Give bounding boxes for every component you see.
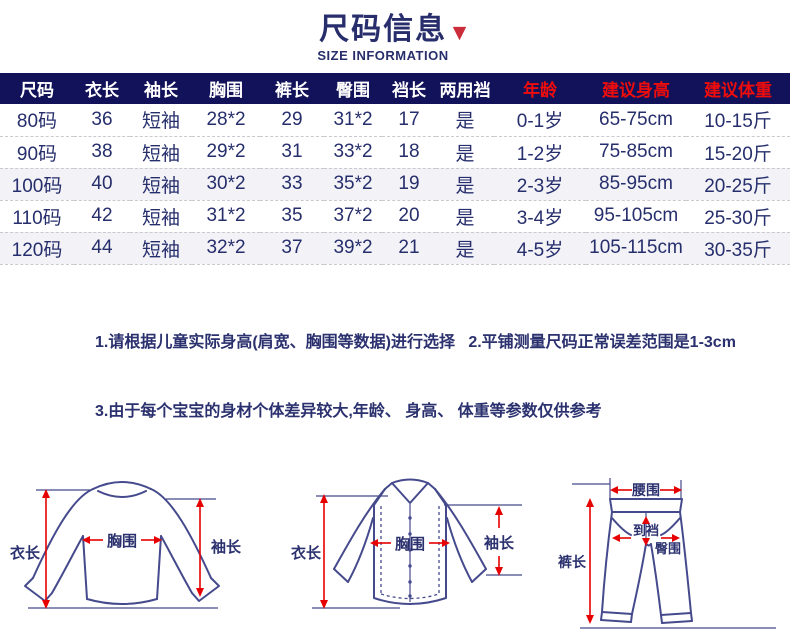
table-cell: 19 <box>382 168 436 201</box>
table-cell: 40 <box>74 168 130 201</box>
waist-arrow <box>610 485 682 494</box>
shirt-sleeve-label: 袖长 <box>484 534 515 552</box>
pants-diagram: 腰围 到裆 臀围 裤长 <box>558 477 776 629</box>
header-cell-chest: 胸围 <box>209 81 243 100</box>
shirt-chest-label: 胸围 <box>395 535 425 553</box>
table-cell: 3-4岁 <box>494 200 586 233</box>
header-cell-size: 尺码 <box>20 81 54 100</box>
table-cell: 17 <box>382 104 436 137</box>
size-table: 尺码 衣长 袖长 胸围 裤长 臀围 裆长 两用裆 年龄 建议身高 建议体重 80… <box>0 73 790 265</box>
page-title: 尺码信息 ▼ SIZE INFORMATION <box>0 0 790 63</box>
sweater-length-label: 衣长 <box>10 544 41 562</box>
table-cell: 90码 <box>0 136 74 169</box>
pants-hip-label: 臀围 <box>655 541 681 556</box>
header-row: 尺码 衣长 袖长 胸围 裤长 臀围 裆长 两用裆 年龄 建议身高 建议体重 <box>0 73 790 104</box>
table-cell: 10-15斤 <box>686 104 790 137</box>
table-cell: 2-3岁 <box>494 168 586 201</box>
shirt-diagram: 衣长 胸围 袖长 <box>291 478 522 609</box>
table-cell: 短袖 <box>130 104 192 137</box>
header-cell-suggested-height: 建议身高 <box>602 81 670 100</box>
table-cell: 短袖 <box>130 168 192 201</box>
table-cell: 4-5岁 <box>494 232 586 265</box>
table-row: 100码 40 短袖 30*2 33 35*2 19 是 2-3岁 85-95c… <box>0 168 790 201</box>
table-cell: 33 <box>260 168 324 201</box>
shirt-length-label: 衣长 <box>291 544 322 562</box>
table-cell: 28*2 <box>192 104 260 137</box>
header-cell-age: 年龄 <box>523 81 557 100</box>
table-cell: 38 <box>74 136 130 169</box>
length-arrow <box>42 488 50 609</box>
table-cell: 80码 <box>0 104 74 137</box>
header-cell-dual-crotch: 两用裆 <box>439 81 491 100</box>
table-cell: 35 <box>260 200 324 233</box>
table-cell: 是 <box>436 200 494 233</box>
table-cell: 95-105cm <box>586 200 686 233</box>
table-cell: 110码 <box>0 200 74 233</box>
table-cell: 25-30斤 <box>686 200 790 233</box>
table-cell: 85-95cm <box>586 168 686 201</box>
length-arrow <box>320 493 328 609</box>
table-cell: 30-35斤 <box>686 232 790 265</box>
table-cell: 短袖 <box>130 136 192 169</box>
table-cell: 120码 <box>0 232 74 265</box>
table-cell: 是 <box>436 136 494 169</box>
table-cell: 44 <box>74 232 130 265</box>
header-cell-pants-length: 裤长 <box>275 81 309 100</box>
table-cell: 100码 <box>0 168 74 201</box>
table-cell: 75-85cm <box>586 136 686 169</box>
table-row: 120码 44 短袖 32*2 37 39*2 21 是 4-5岁 105-11… <box>0 232 790 265</box>
table-cell: 31 <box>260 136 324 169</box>
table-row: 80码 36 短袖 28*2 29 31*2 17 是 0-1岁 65-75cm… <box>0 104 790 137</box>
table-cell: 65-75cm <box>586 104 686 137</box>
measurement-diagrams: 衣长 胸围 袖长 <box>0 472 790 630</box>
table-cell: 20-25斤 <box>686 168 790 201</box>
table-cell: 31*2 <box>324 104 382 137</box>
table-row: 110码 42 短袖 31*2 35 37*2 20 是 3-4岁 95-105… <box>0 200 790 233</box>
table-cell: 37*2 <box>324 200 382 233</box>
table-cell: 15-20斤 <box>686 136 790 169</box>
pants-waist-label: 腰围 <box>631 482 660 498</box>
table-cell: 是 <box>436 168 494 201</box>
page-title-cn: 尺码信息 <box>319 13 448 46</box>
table-row: 90码 38 短袖 29*2 31 33*2 18 是 1-2岁 75-85cm… <box>0 136 790 169</box>
table-cell: 37 <box>260 232 324 265</box>
red-triangle-icon: ▼ <box>448 19 471 45</box>
table-cell: 20 <box>382 200 436 233</box>
table-cell: 29*2 <box>192 136 260 169</box>
table-cell: 是 <box>436 232 494 265</box>
table-cell: 39*2 <box>324 232 382 265</box>
table-cell: 是 <box>436 104 494 137</box>
table-cell: 1-2岁 <box>494 136 586 169</box>
table-cell: 33*2 <box>324 136 382 169</box>
table-cell: 短袖 <box>130 232 192 265</box>
table-cell: 30*2 <box>192 168 260 201</box>
notes: 1.请根据儿童实际身高(肩宽、胸围等数据)进行选择 2.平铺测量尺码正常误差范围… <box>0 285 790 469</box>
table-cell: 短袖 <box>130 200 192 233</box>
table-cell: 31*2 <box>192 200 260 233</box>
sweater-chest-label: 胸围 <box>107 532 137 550</box>
header-cell-sleeve-length: 袖长 <box>144 81 178 100</box>
header-cell-hip: 臀围 <box>336 81 370 100</box>
header-cell-crotch-length: 裆长 <box>392 81 426 100</box>
table-cell: 36 <box>74 104 130 137</box>
page-title-en: SIZE INFORMATION <box>317 48 449 63</box>
table-cell: 21 <box>382 232 436 265</box>
header-cell-suggested-weight: 建议体重 <box>704 81 772 100</box>
table-cell: 32*2 <box>192 232 260 265</box>
table-cell: 35*2 <box>324 168 382 201</box>
pants-crotch-label: 到裆 <box>633 523 659 538</box>
table-cell: 18 <box>382 136 436 169</box>
table-cell: 105-115cm <box>586 232 686 265</box>
pants-length-arrow <box>586 497 594 624</box>
table-cell: 29 <box>260 104 324 137</box>
sweater-diagram: 衣长 胸围 袖长 <box>10 480 242 609</box>
note-line-1: 1.请根据儿童实际身高(肩宽、胸围等数据)进行选择 2.平铺测量尺码正常误差范围… <box>95 333 736 351</box>
table-cell: 0-1岁 <box>494 104 586 137</box>
header-cell-clothes-length: 衣长 <box>85 81 119 100</box>
note-line-2: 3.由于每个宝宝的身材个体差异较大,年龄、 身高、 体重等参数仅供参考 <box>95 402 602 420</box>
sweater-sleeve-label: 袖长 <box>211 538 242 556</box>
pants-length-label: 裤长 <box>558 554 587 570</box>
table-cell: 42 <box>74 200 130 233</box>
